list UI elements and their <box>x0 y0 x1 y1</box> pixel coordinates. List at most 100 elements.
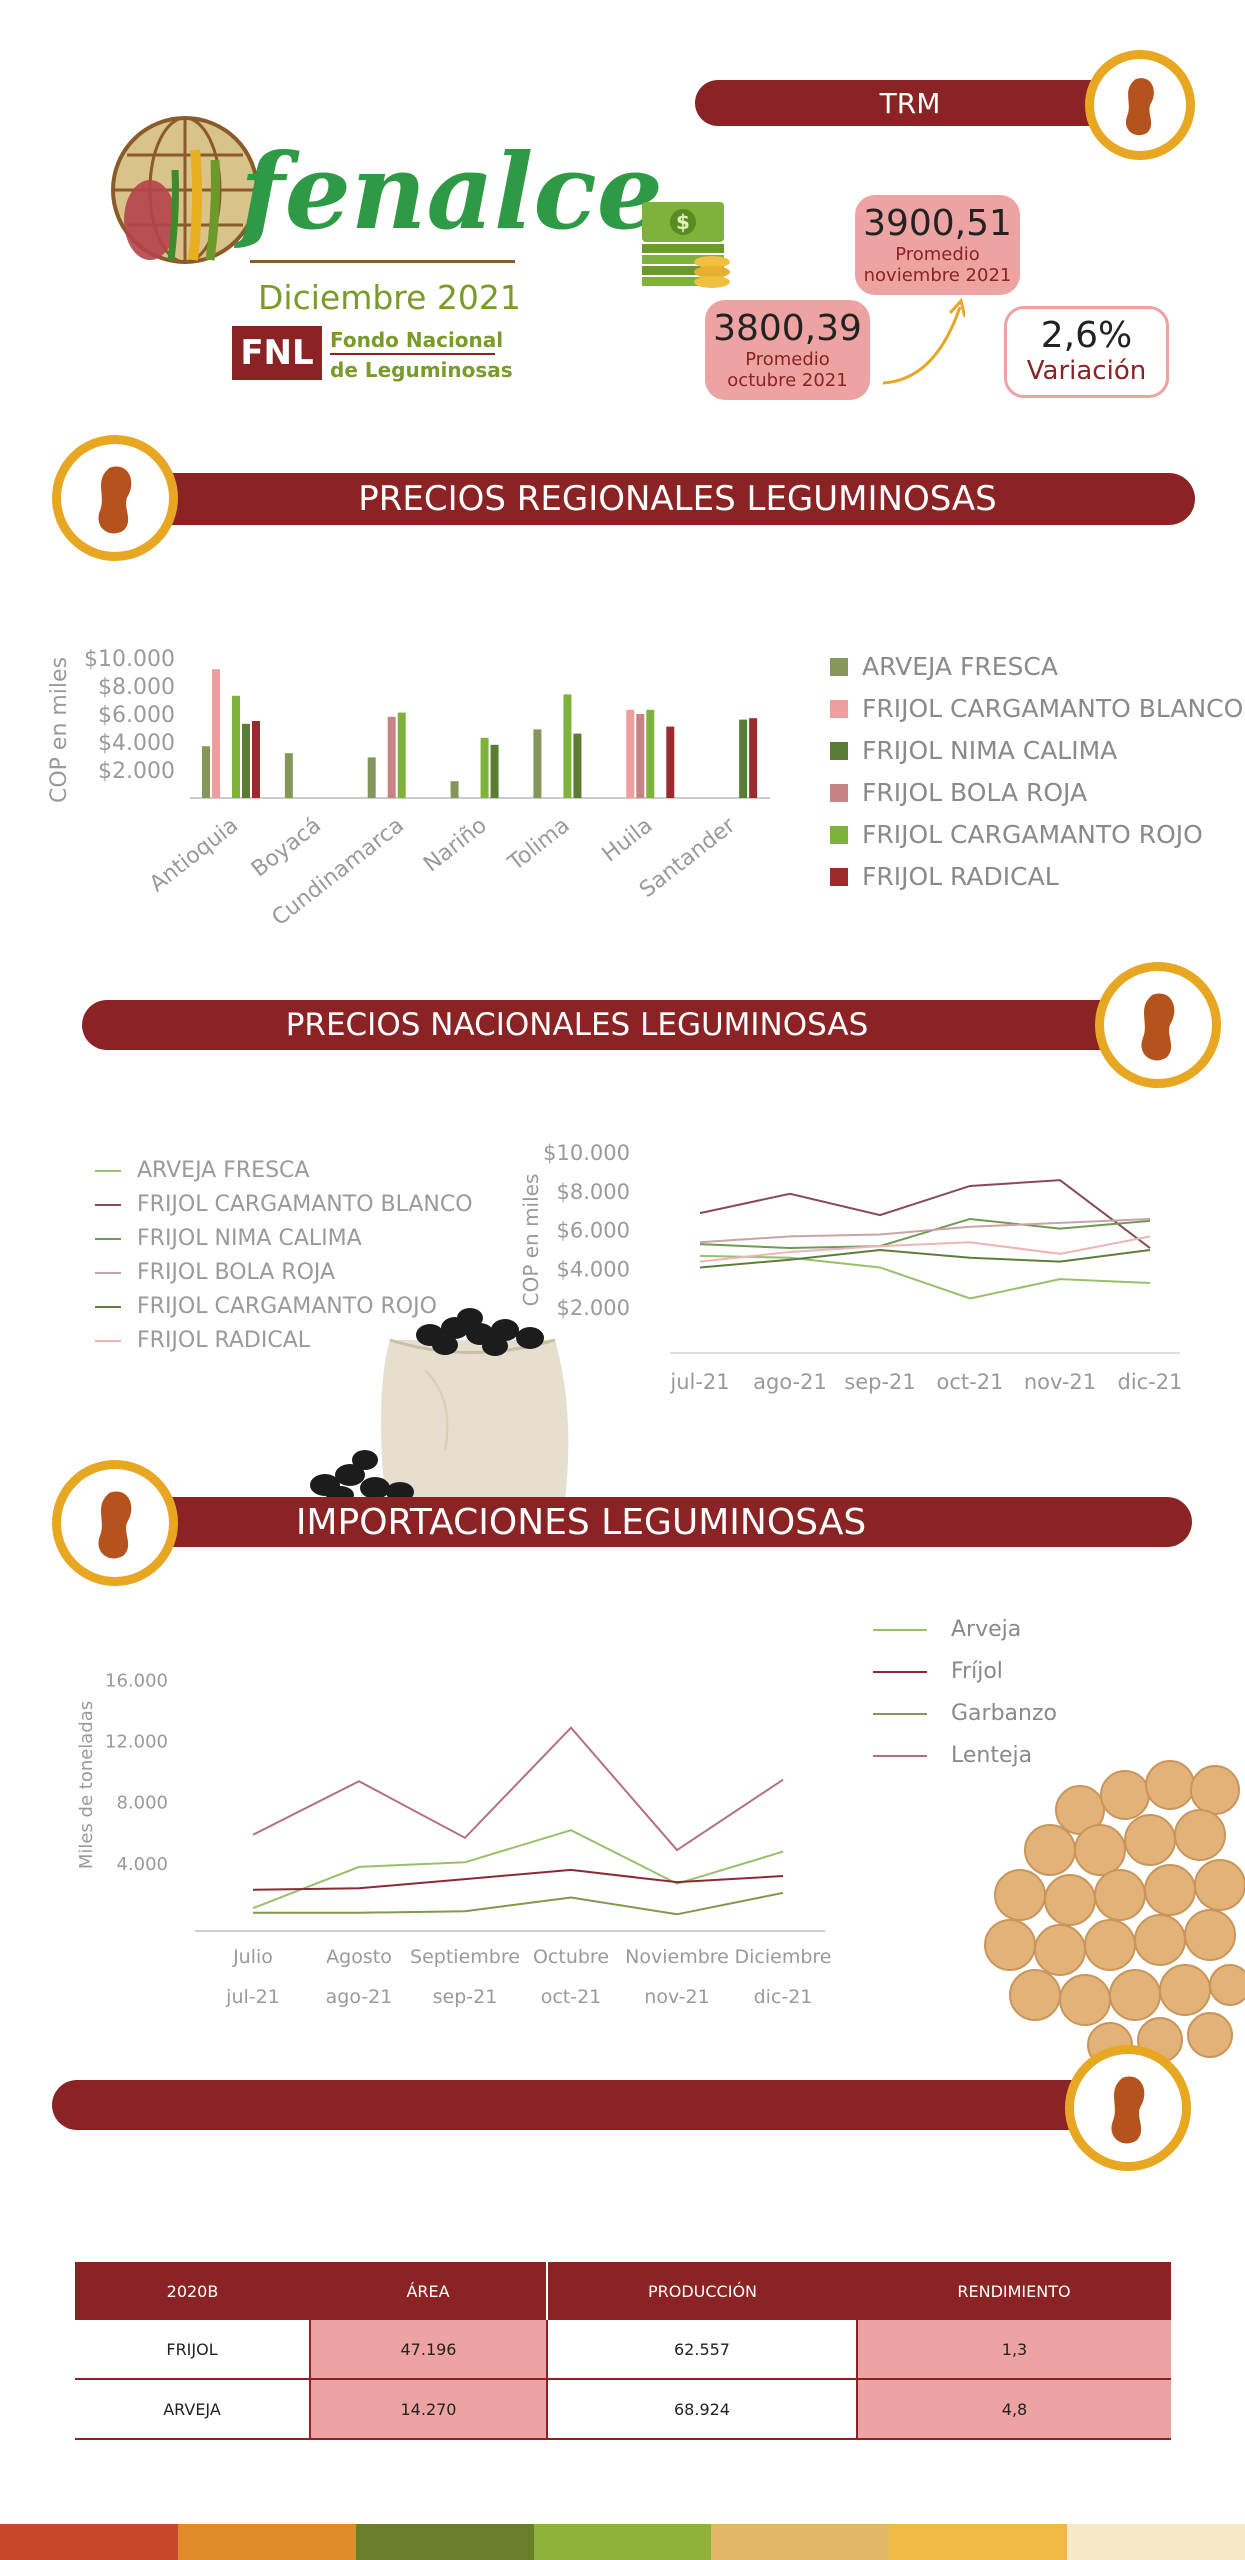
fnl-name-line1: Fondo Nacional <box>330 328 504 352</box>
bar <box>626 709 635 798</box>
legend-line <box>873 1628 927 1631</box>
y-tick-label: $2.000 <box>98 759 175 784</box>
regional-bean-ring <box>52 435 178 561</box>
legend-label: Lenteja <box>951 1743 1033 1768</box>
legend-item: Arveja <box>873 1617 1057 1642</box>
legend-label: Fríjol <box>951 1659 1003 1684</box>
trm-previous-value: 3800,39 <box>713 308 862 349</box>
bar <box>749 718 758 798</box>
legend-line <box>873 1670 927 1673</box>
y-axis-label: COP en miles <box>519 1174 543 1307</box>
bar <box>367 757 376 798</box>
report-month: Diciembre 2021 <box>258 278 521 317</box>
variation-value: 2,6% <box>1040 315 1133 356</box>
x-subtick-label: sep-21 <box>433 1986 498 2008</box>
x-tick-label: Diciembre <box>735 1946 832 1968</box>
legend-label: FRIJOL CARGAMANTO ROJO <box>137 1294 437 1319</box>
legend-swatch <box>830 867 848 886</box>
trm-current-caption-1: Promedio <box>895 244 980 265</box>
legend-item: FRIJOL NIMA CALIMA <box>95 1226 473 1251</box>
imports-chart: Miles de toneladas 4.000 8.000 12.000 16.000… <box>76 1670 832 2008</box>
trm-banner: TRM <box>695 80 1125 126</box>
bar <box>397 712 406 798</box>
legend-item: Fríjol <box>873 1659 1057 1684</box>
table-header: PRODUCCIÓN <box>546 2262 857 2320</box>
bean-icon <box>1125 78 1154 136</box>
series-line <box>699 1179 1151 1249</box>
regional-price-chart: COP en miles $2.000 $4.000 $6.000 $8.000 $10.… <box>47 647 770 931</box>
svg-text:$: $ <box>676 210 690 234</box>
x-subtick-label: oct-21 <box>541 1986 602 2008</box>
legend-item: FRIJOL CARGAMANTO BLANCO <box>95 1192 473 1217</box>
bar <box>387 716 396 798</box>
national-legend: ARVEJA FRESCA FRIJOL CARGAMANTO BLANCO F… <box>95 1158 473 1362</box>
footer-color-segment <box>711 2524 890 2560</box>
table-header-row: 2020B ÁREA PRODUCCIÓN RENDIMIENTO <box>75 2262 1171 2320</box>
table-cell: 1,3 <box>856 2320 1171 2380</box>
fnl-badge: FNL <box>232 326 322 380</box>
y-tick-label: 4.000 <box>116 1854 168 1875</box>
variation-label: Variación <box>1026 356 1147 386</box>
y-tick-label: $2.000 <box>557 1296 630 1320</box>
legend-label: Garbanzo <box>951 1701 1057 1726</box>
legend-line <box>95 1237 121 1240</box>
table-header: 2020B <box>75 2262 310 2320</box>
legend-line <box>95 1339 121 1342</box>
trm-current-card: 3900,51 Promedio noviembre 2021 <box>855 195 1020 295</box>
x-tick-label: nov-21 <box>1024 1370 1096 1394</box>
table-cell: 47.196 <box>309 2320 547 2380</box>
series-line <box>699 1254 1151 1300</box>
bar <box>490 744 499 798</box>
bar <box>636 714 645 798</box>
legend-label: FRIJOL NIMA CALIMA <box>862 736 1118 765</box>
legend-line <box>95 1203 121 1206</box>
legend-label: FRIJOL CARGAMANTO BLANCO <box>862 694 1244 723</box>
trm-previous-card: 3800,39 Promedio octubre 2021 <box>705 300 870 400</box>
x-tick-label: Boyacá <box>247 813 326 882</box>
globe-wheat-logo-icon <box>111 116 259 264</box>
x-subtick-label: jul-21 <box>225 1986 280 2008</box>
bar <box>450 781 459 798</box>
x-tick-label: Septiembre <box>410 1946 520 1968</box>
legend-line <box>873 1754 927 1757</box>
y-tick-label: $6.000 <box>98 703 175 728</box>
legend-item: Garbanzo <box>873 1701 1057 1726</box>
bar <box>573 733 582 798</box>
legend-label: FRIJOL NIMA CALIMA <box>137 1226 362 1251</box>
series-line <box>699 1217 1151 1244</box>
x-tick-label: Huila <box>598 813 658 867</box>
imports-banner: IMPORTACIONES LEGUMINOSAS <box>120 1497 1192 1547</box>
legend-line <box>95 1169 121 1172</box>
table-row: ARVEJA 14.270 68.924 4,8 <box>75 2379 1171 2440</box>
regional-banner: PRECIOS REGIONALES LEGUMINOSAS <box>120 473 1195 525</box>
legend-label: Arveja <box>951 1617 1022 1642</box>
imports-legend: Arveja Fríjol Garbanzo Lenteja <box>873 1617 1057 1785</box>
y-axis-label: Miles de toneladas <box>76 1701 97 1869</box>
table-cell: 14.270 <box>309 2379 547 2440</box>
bar <box>242 723 250 798</box>
x-tick-label: Julio <box>232 1946 273 1968</box>
footer-color-segment <box>533 2524 712 2560</box>
x-tick-label: Nariño <box>419 813 492 877</box>
bar <box>232 695 240 798</box>
bar <box>739 719 748 798</box>
y-axis-label: COP en miles <box>47 657 72 803</box>
series-line <box>699 1248 1151 1269</box>
table-cell: 68.924 <box>546 2379 857 2440</box>
table-header: ÁREA <box>310 2262 547 2320</box>
table-cell: ARVEJA <box>75 2379 310 2440</box>
variation-card: 2,6% Variación <box>1004 306 1169 398</box>
x-tick-label: Antioquia <box>145 813 243 897</box>
fenalce-logo <box>105 110 525 270</box>
legend-swatch <box>830 699 848 718</box>
y-tick-label: 12.000 <box>105 1731 168 1752</box>
x-subtick-label: ago-21 <box>326 1986 393 2008</box>
x-tick-label: dic-21 <box>1117 1370 1182 1394</box>
y-tick-label: $8.000 <box>98 675 175 700</box>
footer-color-segment <box>177 2524 356 2560</box>
national-title: PRECIOS NACIONALES LEGUMINOSAS <box>285 1007 869 1043</box>
summary-bean-ring <box>1065 2045 1191 2171</box>
legend-swatch <box>830 741 848 760</box>
y-tick-label: $10.000 <box>84 647 175 672</box>
footer-color-segment <box>0 2524 178 2560</box>
